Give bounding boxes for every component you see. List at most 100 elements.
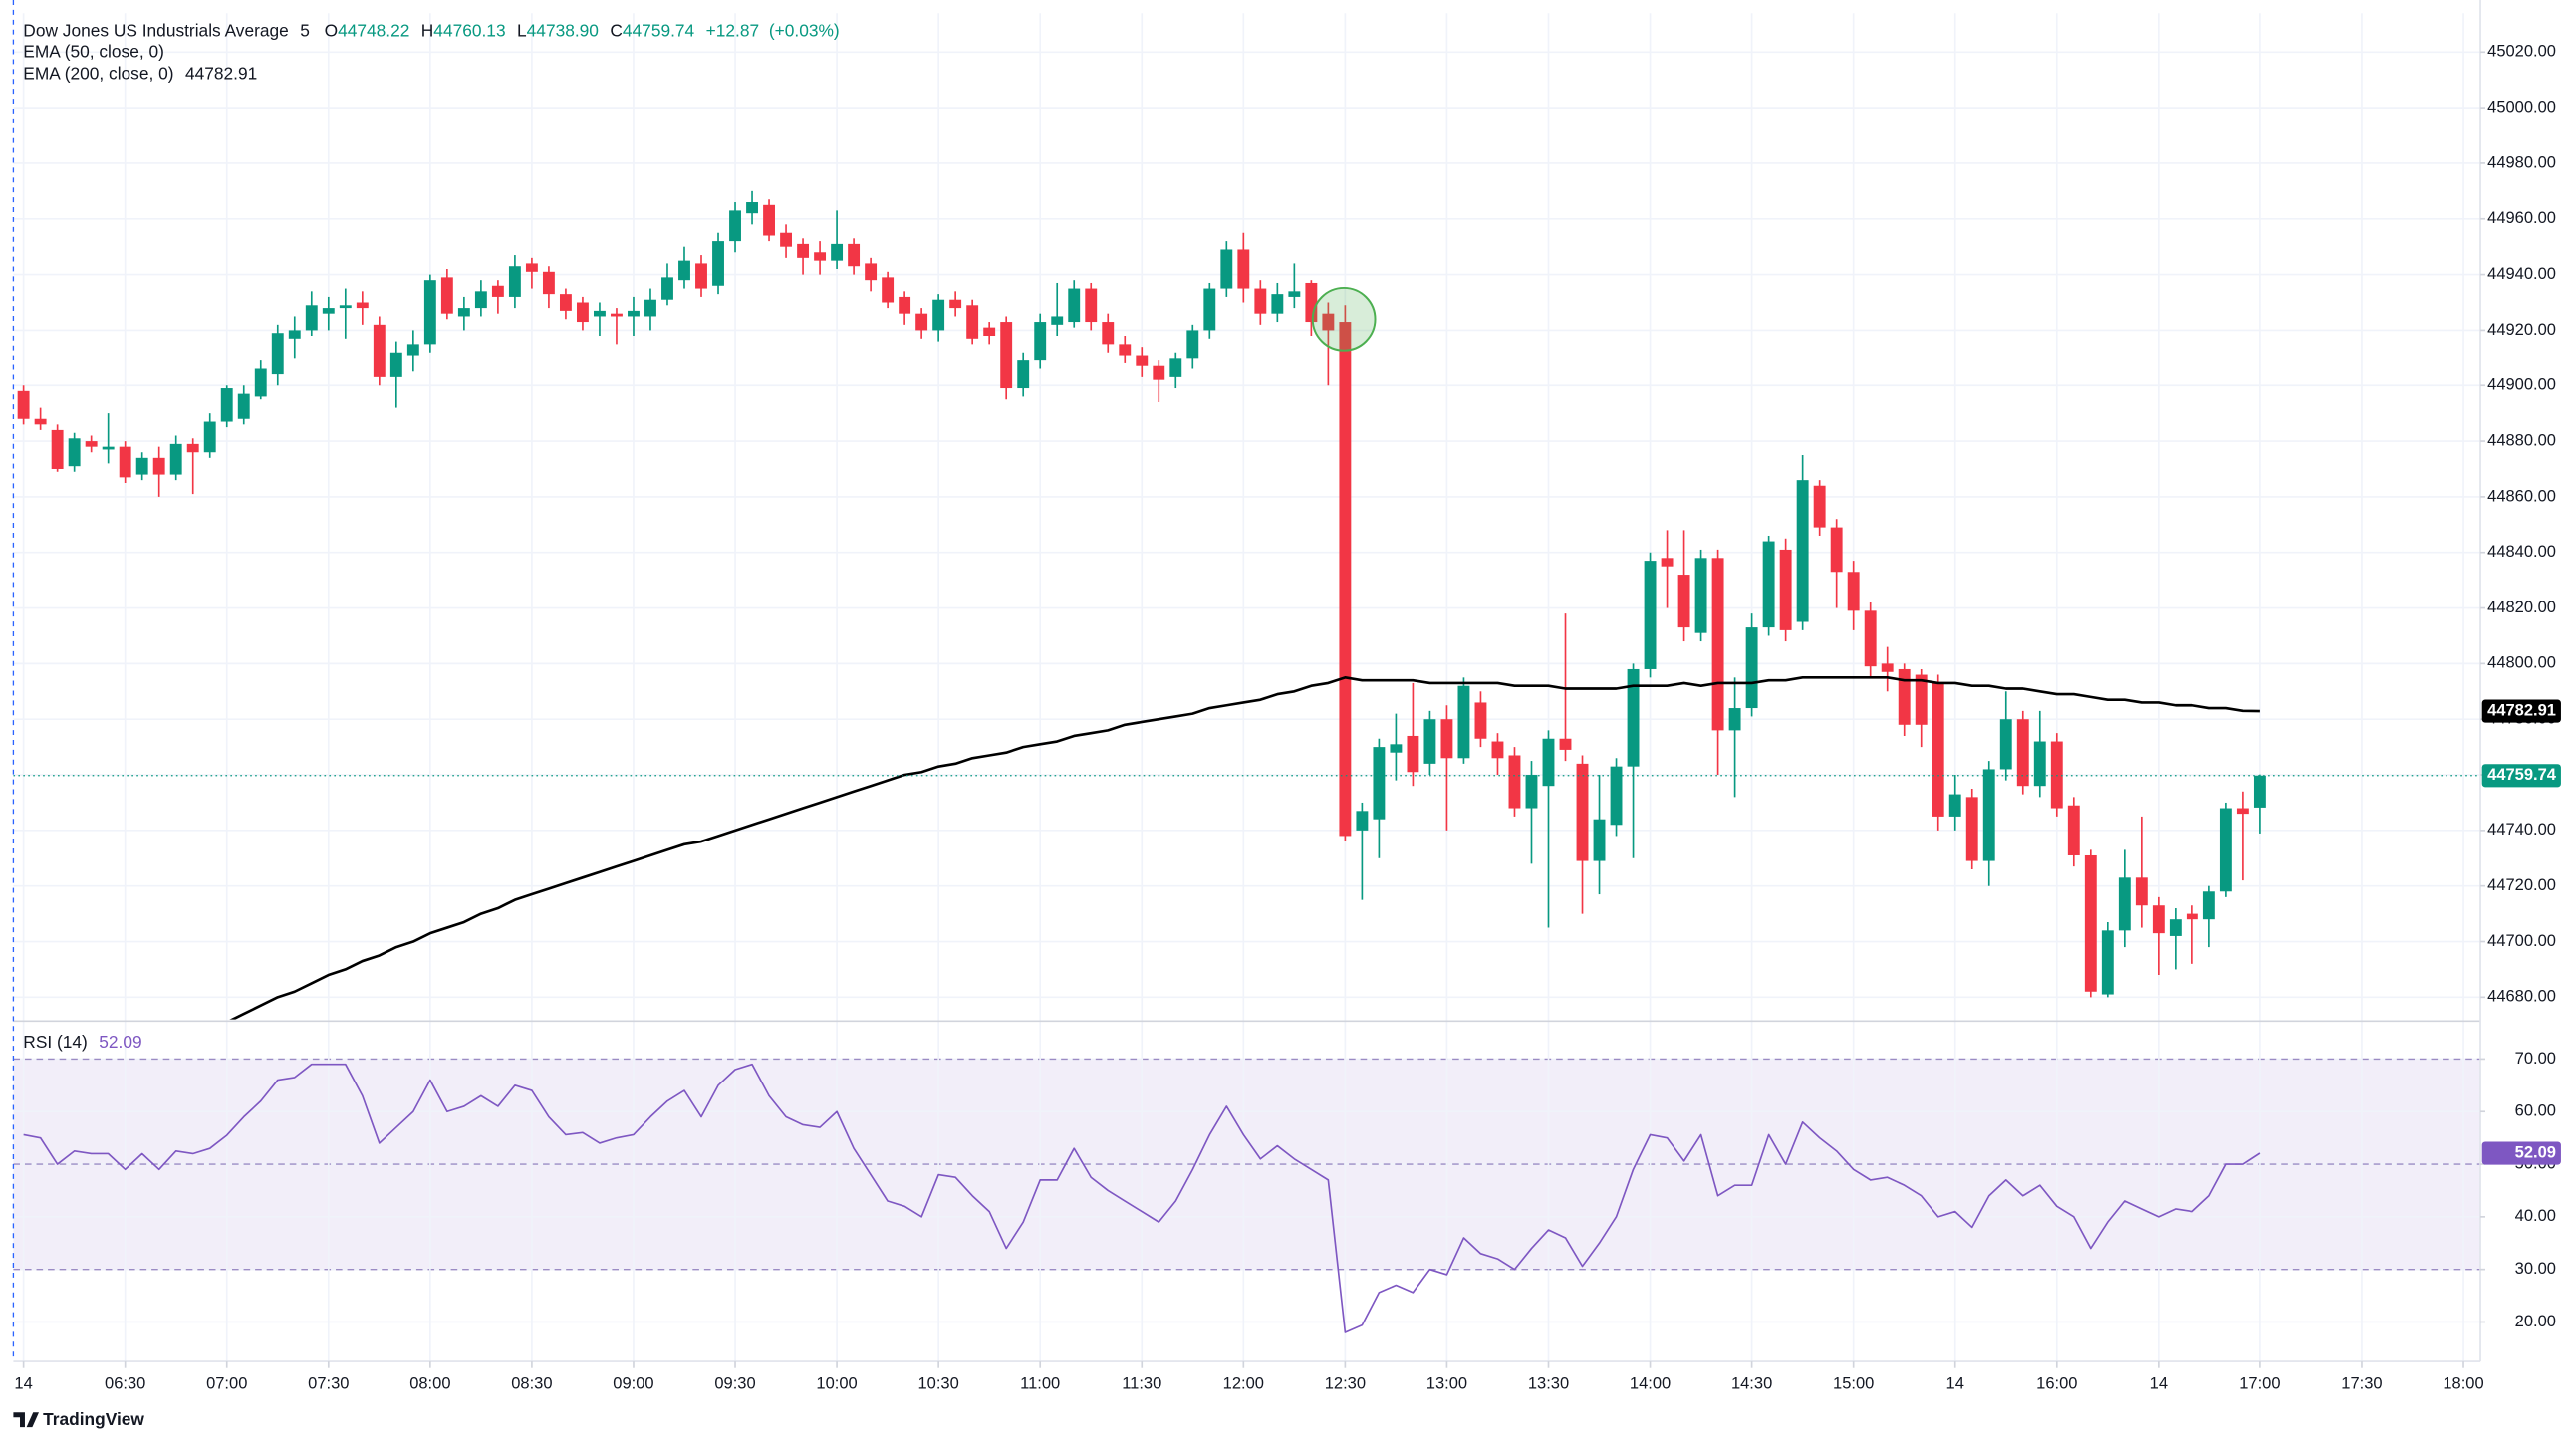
candle-body (848, 243, 861, 267)
candle-body (1948, 794, 1961, 817)
candle-body (559, 294, 572, 311)
candle-body (1169, 358, 1182, 377)
candle-body (661, 277, 673, 300)
y-tick-label: 44800.00 (2487, 654, 2556, 672)
candle-body (814, 252, 827, 261)
candle-body (2101, 930, 2114, 995)
ohlc-value: 44760.13 (433, 20, 505, 40)
ema-badge (2481, 699, 2561, 723)
candle-body (1559, 738, 1572, 750)
candle-body (1390, 744, 1403, 753)
candle-body (254, 368, 267, 397)
candle-body (1051, 316, 1064, 325)
candle-body (68, 438, 81, 467)
ohlc-label: C (610, 20, 623, 40)
highlight-circle (1311, 286, 1377, 352)
x-tick-label: 14 (14, 1375, 32, 1393)
candle-body (1491, 741, 1504, 759)
candle-body (1542, 738, 1555, 787)
candle-body (594, 310, 606, 317)
candle-body (1864, 610, 1877, 667)
candle-body (356, 302, 369, 309)
candle-body (2219, 808, 2232, 892)
candle-body (2202, 891, 2215, 920)
price-pane (13, 190, 2481, 1020)
candle-body (966, 305, 979, 339)
candle-body (1356, 811, 1369, 831)
y-tick-label: 60.00 (2515, 1102, 2556, 1120)
ohlc-value: 44759.74 (623, 20, 695, 40)
candle-body (746, 202, 758, 214)
candle-body (389, 352, 402, 377)
x-tick-label: 14 (2150, 1375, 2168, 1393)
candle-body (1085, 288, 1098, 323)
candle-body (34, 418, 47, 425)
x-tick-label: 11:00 (1020, 1375, 1060, 1393)
candle-body (1220, 249, 1233, 289)
candle-body (1034, 322, 1047, 361)
candle-body (186, 443, 199, 453)
ohlc-label: H (421, 20, 434, 40)
candle-body (1407, 735, 1419, 773)
candle-body (2135, 877, 2148, 906)
candle-body (1339, 322, 1352, 837)
candle-body (1068, 288, 1081, 323)
x-tick-label: 14 (1946, 1375, 1964, 1393)
ohlc-label: L (517, 20, 527, 40)
candle-body (915, 313, 928, 331)
candle-body (1525, 775, 1538, 809)
ema200-legend: EMA (200, close, 0) 44782.91 (23, 63, 257, 83)
candle-body (1322, 313, 1335, 331)
y-tick-label: 44680.00 (2487, 988, 2556, 1006)
candle-body (1915, 674, 1928, 725)
x-tick-label: 08:30 (511, 1375, 552, 1393)
y-tick-label: 40.00 (2515, 1207, 2556, 1225)
candle-body (576, 302, 589, 323)
ema-badge-label: 44782.91 (2487, 701, 2556, 719)
candle-body (899, 296, 911, 314)
candle-body (474, 291, 487, 309)
candle-body (1999, 719, 2012, 770)
candle-body (305, 305, 318, 331)
candle-body (1237, 249, 1250, 289)
candle-body (440, 277, 453, 314)
candle-body (2118, 877, 2131, 931)
candle-body (102, 446, 115, 450)
candle-body (1661, 558, 1674, 567)
ema50-legend: EMA (50, close, 0) (23, 41, 164, 61)
candle-body (1576, 763, 1589, 861)
candle-body (780, 232, 793, 247)
price-badge-label: 44759.74 (2487, 766, 2557, 784)
grid (13, 13, 2481, 1362)
candle-body (1102, 322, 1115, 345)
candle-body (1847, 572, 1860, 611)
candle-body (237, 393, 250, 419)
candle-body (423, 280, 436, 345)
y-tick-label: 45020.00 (2487, 43, 2556, 61)
y-tick-label: 45000.00 (2487, 98, 2556, 116)
brand-name: TradingView (43, 1409, 144, 1429)
candle-body (373, 324, 386, 377)
candle-body (1813, 485, 1826, 528)
candle-body (1271, 294, 1284, 314)
y-tick-label: 44880.00 (2487, 431, 2556, 449)
branding: TradingView (13, 1409, 144, 1429)
candle-body (1745, 627, 1758, 709)
ohlc-value: 44748.22 (338, 20, 409, 40)
candle-body (271, 333, 284, 375)
candle-body (1779, 549, 1792, 630)
x-tick-label: 16:00 (2036, 1375, 2077, 1393)
x-tick-label: 08:00 (409, 1375, 450, 1393)
x-tick-label: 13:00 (1426, 1375, 1467, 1393)
candle-body (2236, 808, 2249, 815)
y-tick-label: 20.00 (2515, 1313, 2556, 1330)
candle-body (457, 308, 470, 317)
candle-body (983, 327, 996, 337)
x-tick-label: 07:30 (308, 1375, 349, 1393)
candle-body (135, 457, 148, 475)
x-tick-label: 10:30 (917, 1375, 958, 1393)
candle-body (1982, 769, 1995, 861)
candle-body (882, 277, 895, 303)
ema200-name: EMA (200, close, 0) (23, 63, 173, 83)
x-tick-label: 12:30 (1325, 1375, 1366, 1393)
